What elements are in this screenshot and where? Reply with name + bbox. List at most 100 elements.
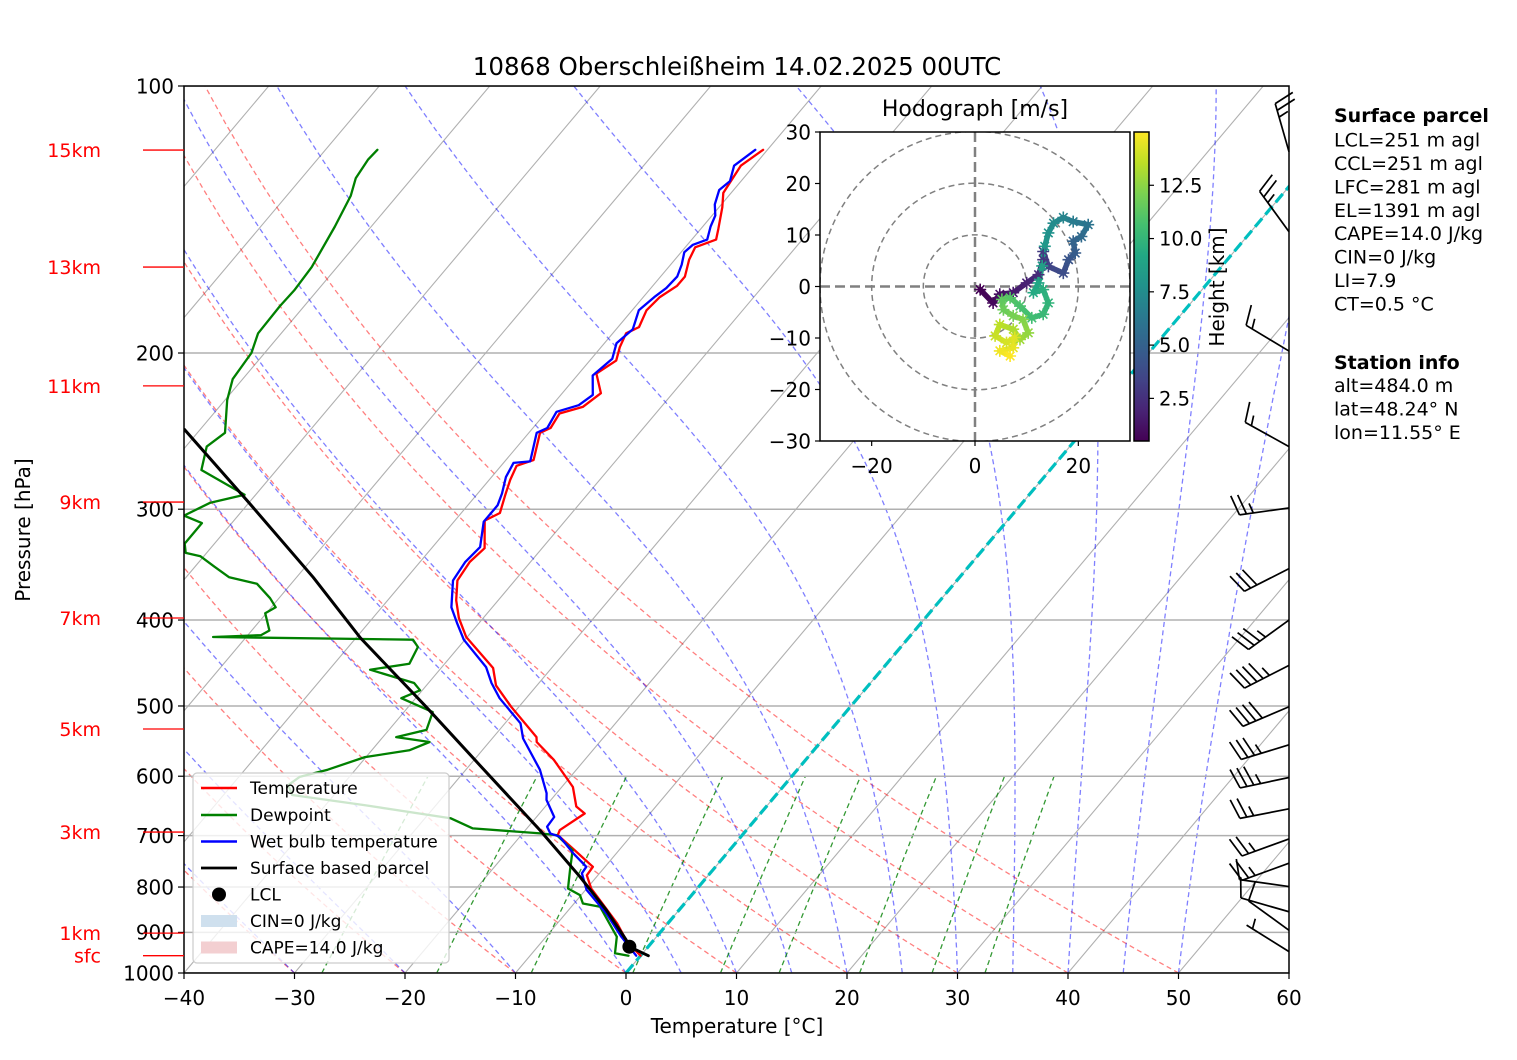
- hodograph-point: [1057, 267, 1070, 280]
- dry-adiabat-line: [184, 154, 1069, 973]
- hodograph-x-tick-label: −20: [851, 454, 893, 478]
- hodograph-point: [1037, 245, 1050, 258]
- legend-label: Surface based parcel: [250, 859, 429, 879]
- profile-temperature: [455, 148, 765, 957]
- wind-barb-half-flag: [1248, 806, 1255, 817]
- x-tick-label: 50: [1166, 986, 1191, 1010]
- wind-barb-half-flag: [1278, 110, 1289, 118]
- hodograph-y-tick-label: 30: [786, 120, 811, 144]
- hodograph-point: [1069, 247, 1082, 259]
- wind-barb-full-flag: [1229, 672, 1246, 689]
- colorbar-label: Height [km]: [1205, 227, 1229, 346]
- hodograph-y-tick-label: 10: [786, 223, 811, 247]
- y-tick-label: 300: [136, 498, 174, 522]
- y-tick-label: 600: [136, 765, 174, 789]
- wind-barb-half-flag: [1261, 667, 1271, 676]
- hodograph-point: [993, 344, 1006, 357]
- legend-item-cin: CIN=0 J/kg: [201, 912, 341, 932]
- legend: Temperature Dewpoint Wet bulb temperatur…: [192, 772, 450, 964]
- y-tick-label: 400: [136, 608, 174, 632]
- wind-barb-staff: [1239, 507, 1290, 516]
- hodograph-point: [1042, 226, 1055, 239]
- wind-barb-staff: [1244, 567, 1290, 593]
- legend-item-cape: CAPE=14.0 J/kg: [201, 939, 383, 959]
- hodograph-point: [1067, 235, 1080, 248]
- info-ccl: CCL=251 m agl: [1334, 153, 1483, 175]
- wind-barb-half-flag: [1250, 415, 1255, 426]
- wind-barb: [1229, 766, 1290, 789]
- hodograph-point: [1067, 215, 1080, 228]
- wind-barb-full-flag: [1274, 91, 1294, 105]
- hodograph-point: [995, 293, 1008, 306]
- surface-parcel-heading: Surface parcel: [1334, 105, 1489, 127]
- x-tick-label: 40: [1055, 986, 1080, 1010]
- legend-item-parcel: Surface based parcel: [201, 859, 429, 879]
- legend-item-temperature: Temperature: [201, 779, 358, 799]
- mixing-ratio-line: [984, 775, 1055, 973]
- hodograph-point: [993, 318, 1006, 331]
- hodograph-point: [1075, 230, 1088, 243]
- legend-label: LCL: [250, 886, 281, 906]
- hodograph-point: [1082, 218, 1095, 231]
- moist-adiabat-line: [1177, 313, 1289, 973]
- moist-adiabat-line: [184, 464, 627, 973]
- wind-barb-full-flag: [1229, 769, 1241, 789]
- wind-barb-staff: [1242, 705, 1290, 728]
- wind-barb-full-flag: [1244, 401, 1251, 423]
- hodograph-point: [1004, 350, 1017, 362]
- mixing-ratio-line: [858, 775, 938, 973]
- hodograph-point: [1007, 341, 1020, 354]
- profile-wet-bulb-temperature: [450, 148, 757, 957]
- colorbar-tick-label: 10.0: [1159, 228, 1202, 251]
- wind-barb-full-flag: [1241, 704, 1257, 722]
- hodograph-point: [1014, 300, 1026, 313]
- lcl-marker: [622, 939, 637, 954]
- hodograph-point: [1025, 311, 1038, 324]
- wind-barb-half-flag: [1251, 918, 1257, 930]
- wind-barb-full-flag: [1243, 766, 1255, 786]
- wind-barb-full-flag: [1247, 880, 1257, 902]
- wind-barb-full-flag: [1229, 799, 1241, 819]
- y-axis-label: Pressure [hPa]: [11, 458, 35, 601]
- legend-item-wet-bulb: Wet bulb temperature: [201, 833, 438, 853]
- isotherm-line: [846, 447, 1289, 973]
- wind-barb-full-flag: [1235, 739, 1249, 758]
- hodograph-point: [1022, 326, 1035, 339]
- wind-barb: [1235, 858, 1290, 888]
- wind-barb-full-flag: [1276, 98, 1296, 112]
- mixing-ratio-line: [931, 775, 1006, 973]
- wind-barb-full-flag: [1235, 836, 1250, 855]
- hodograph-point: [1007, 309, 1020, 322]
- wind-barb: [1229, 798, 1290, 820]
- hodograph-point: [1020, 276, 1033, 289]
- hodograph-plot-area: [820, 132, 1130, 441]
- moist-adiabat-line: [276, 86, 848, 973]
- height-label: 9km: [59, 492, 101, 514]
- wind-barb-staff: [1246, 924, 1290, 953]
- wind-barb-staff: [1258, 190, 1290, 233]
- hodograph-x-tick-label: 0: [969, 454, 982, 478]
- wind-barb-half-flag: [1248, 842, 1256, 852]
- colorbar-tick-label: 7.5: [1159, 281, 1190, 304]
- wind-barb-staff: [1240, 743, 1290, 761]
- wind-barb-staff: [1248, 900, 1290, 931]
- legend-label: Temperature: [249, 779, 358, 799]
- hodograph-point: [993, 288, 1006, 301]
- moist-adiabat-line: [184, 248, 738, 973]
- wind-barb-full-flag: [1241, 569, 1258, 586]
- wind-barb: [1229, 567, 1290, 593]
- height-label: 11km: [47, 376, 101, 398]
- isotherm-line: [736, 316, 1289, 973]
- wind-barb: [1247, 880, 1290, 931]
- wind-barb-full-flag: [1228, 838, 1243, 857]
- wind-barb-half-flag: [1248, 503, 1255, 514]
- wind-barb-full-flag: [1236, 798, 1248, 818]
- wind-barb-staff: [1239, 878, 1290, 888]
- wind-barb-full-flag: [1228, 741, 1242, 760]
- y-tick-label: 700: [136, 824, 174, 848]
- hodograph-point: [1004, 291, 1017, 304]
- info-altitude: alt=484.0 m: [1334, 375, 1453, 397]
- mixing-ratio-line: [719, 775, 806, 973]
- hodograph-y-tick-label: −30: [769, 429, 811, 453]
- legend-handle-patch: [201, 915, 237, 927]
